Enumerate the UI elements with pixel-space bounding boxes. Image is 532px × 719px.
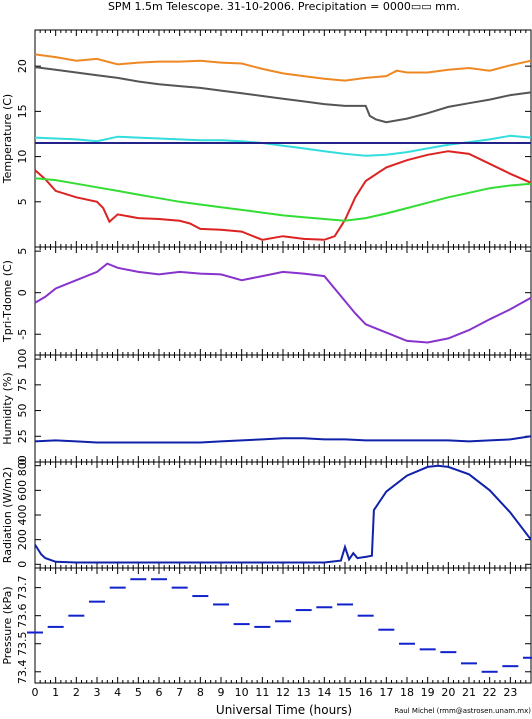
- series-line: [34, 464, 532, 564]
- y-axis-label: Temperature (C): [1, 94, 14, 184]
- x-tick-label: 5: [135, 686, 142, 699]
- x-tick-label: 11: [255, 686, 269, 699]
- series-line: [34, 134, 532, 157]
- y-tick-label: 5: [16, 198, 29, 205]
- x-tick-label: 8: [197, 686, 204, 699]
- series-line: [34, 66, 532, 124]
- y-tick-label: 25: [16, 429, 29, 443]
- data-point: [378, 628, 395, 631]
- data-point: [275, 620, 291, 623]
- y-axis-label: Radiation (W/m2): [1, 467, 14, 563]
- y-tick-label: 0: [16, 459, 29, 466]
- y-tick-label: 73.4: [16, 660, 29, 685]
- data-point: [171, 586, 188, 589]
- data-point: [213, 603, 229, 606]
- data-point: [337, 603, 353, 606]
- x-tick-label: 22: [483, 686, 497, 699]
- x-tick-label: 10: [235, 686, 249, 699]
- y-axis-label: Pressure (kPa): [1, 586, 14, 664]
- panel-frame: [34, 354, 532, 463]
- panel-frame: [34, 246, 532, 356]
- x-tick-label: 2: [73, 686, 80, 699]
- data-point: [192, 595, 209, 598]
- x-tick-label: 15: [338, 686, 352, 699]
- data-point: [109, 586, 126, 589]
- series-line: [34, 262, 532, 344]
- y-tick-label: 600: [16, 480, 29, 501]
- credit-text: Raul Michel (rmm@astrosen.unam.mx): [394, 707, 531, 715]
- x-tick-label: 21: [462, 686, 476, 699]
- data-point: [523, 656, 532, 659]
- y-tick-label: 10: [16, 150, 29, 164]
- data-point: [440, 651, 457, 654]
- y-tick-label: 0: [16, 289, 29, 296]
- y-tick-label: 73.7: [16, 575, 29, 600]
- data-point: [151, 578, 167, 581]
- y-tick-label: 0: [16, 561, 29, 568]
- y-tick-label: 200: [16, 529, 29, 550]
- x-tick-label: 14: [317, 686, 331, 699]
- y-tick-label: 800: [16, 455, 29, 476]
- chart-title: SPM 1.5m Telescope. 31-10-2006. Precipit…: [108, 0, 460, 13]
- y-axis-label: Tpri-Tdome (C): [1, 260, 14, 343]
- y-tick-label: 73.5: [16, 631, 29, 656]
- data-point: [316, 606, 333, 609]
- data-point: [461, 662, 477, 665]
- series-line: [34, 150, 532, 241]
- data-point: [295, 609, 312, 612]
- y-tick-label: 100: [16, 349, 29, 370]
- y-tick-label: 400: [16, 505, 29, 526]
- x-tick-label: 12: [276, 686, 290, 699]
- x-tick-label: 0: [32, 686, 39, 699]
- data-point: [254, 625, 271, 628]
- y-tick-label: 73.6: [16, 603, 29, 628]
- y-tick-label: -5: [16, 329, 29, 340]
- x-tick-label: 18: [400, 686, 414, 699]
- y-axis-label: Humidity (%): [1, 372, 14, 444]
- x-tick-label: 7: [176, 686, 183, 699]
- x-tick-label: 6: [156, 686, 163, 699]
- data-point: [481, 670, 498, 673]
- x-tick-label: 16: [359, 686, 373, 699]
- data-point: [419, 648, 436, 651]
- data-point: [47, 625, 64, 628]
- data-point: [399, 642, 415, 645]
- data-point: [27, 631, 43, 634]
- data-point: [233, 623, 250, 626]
- y-tick-label: 15: [16, 104, 29, 118]
- x-tick-label: 19: [421, 686, 435, 699]
- x-tick-label: 3: [94, 686, 101, 699]
- x-tick-label: 20: [441, 686, 455, 699]
- x-axis-label: Universal Time (hours): [216, 703, 352, 717]
- y-tick-label: 50: [16, 404, 29, 418]
- x-tick-label: 9: [218, 686, 225, 699]
- data-point: [89, 600, 105, 603]
- x-tick-label: 23: [503, 686, 517, 699]
- x-tick-label: 4: [114, 686, 121, 699]
- data-point: [130, 578, 147, 581]
- y-tick-label: 75: [16, 378, 29, 392]
- y-tick-label: 5: [16, 248, 29, 255]
- panel-frame: [34, 461, 532, 569]
- series-line: [34, 435, 532, 444]
- x-tick-label: 1: [52, 686, 59, 699]
- data-point: [357, 614, 374, 617]
- data-point: [68, 614, 85, 617]
- x-tick-label: 17: [379, 686, 393, 699]
- x-tick-label: 13: [297, 686, 311, 699]
- data-point: [502, 665, 519, 668]
- panel-frame: [34, 567, 532, 684]
- y-tick-label: 20: [16, 59, 29, 73]
- series-line: [34, 53, 532, 82]
- series-line: [34, 177, 532, 222]
